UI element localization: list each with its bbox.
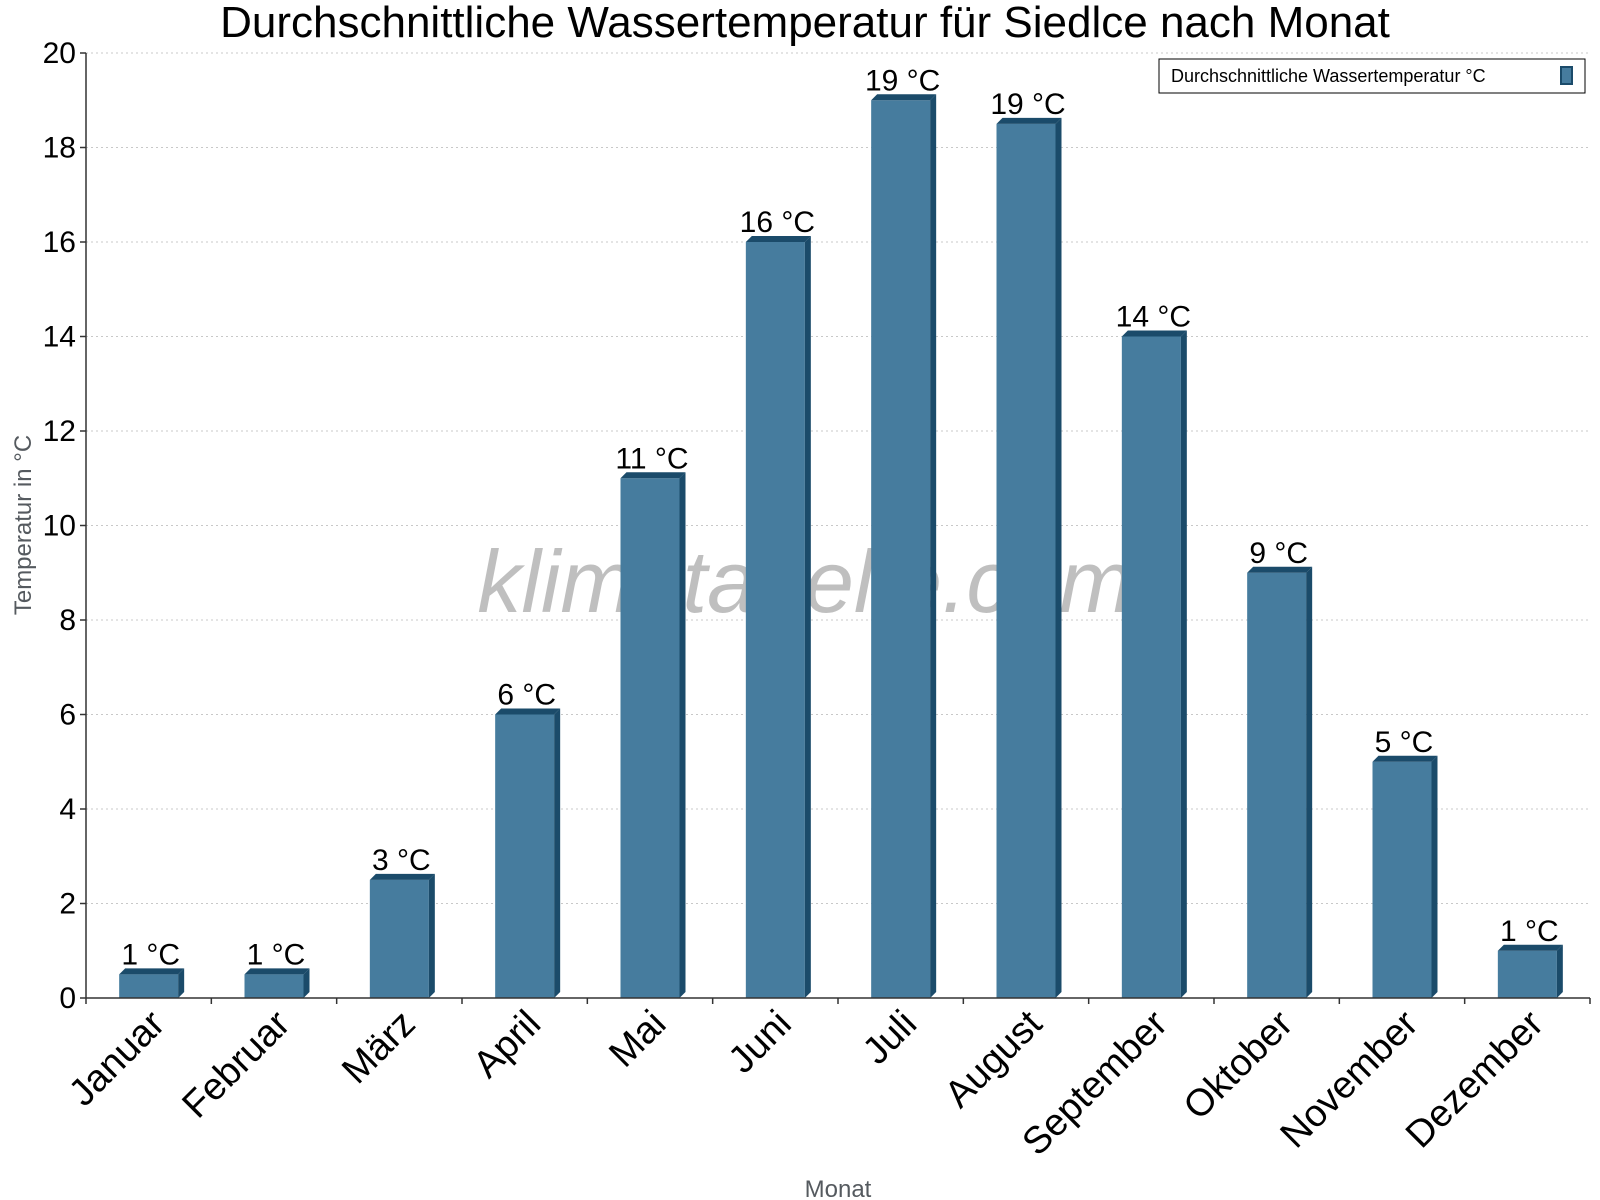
x-axis-label: Monat	[805, 1176, 872, 1200]
bar-front	[1497, 950, 1557, 998]
bar	[1497, 944, 1563, 998]
y-tick-label: 6	[59, 699, 76, 732]
y-tick-label: 2	[59, 888, 76, 921]
bar	[1247, 566, 1313, 998]
x-tick-label: Februar	[175, 1002, 299, 1126]
bar-side	[1180, 330, 1187, 998]
data-label: 6 °C	[497, 679, 556, 712]
bar-top	[369, 873, 435, 880]
bar	[1121, 330, 1187, 998]
y-tick-labels: 0 2 4 6 8 10 12 14 16 18 20	[43, 37, 76, 1015]
bar	[1372, 755, 1438, 998]
bar-top	[1497, 944, 1563, 951]
y-tick-label: 16	[43, 226, 76, 259]
x-tick-labels: Januar Februar März April Mai Juni Juli AugustS…	[61, 1002, 1552, 1163]
data-label: 19 °C	[990, 88, 1065, 121]
y-axis-label: Temperatur in °C	[10, 435, 37, 615]
bar-front	[244, 974, 304, 998]
y-tick-label: 14	[43, 321, 76, 354]
data-label: 1 °C	[121, 938, 180, 971]
data-label: 11 °C	[615, 442, 688, 475]
bar-front	[495, 714, 555, 998]
legend-swatch	[1560, 66, 1573, 85]
bar-side	[428, 873, 435, 998]
bar	[620, 472, 686, 998]
bar-top	[996, 117, 1062, 124]
data-label: 5 °C	[1375, 726, 1434, 759]
data-label: 14 °C	[1116, 301, 1191, 334]
data-label: 3 °C	[372, 844, 431, 877]
bar-side	[804, 236, 811, 998]
x-tick-label: Juni	[721, 1003, 800, 1082]
bar-front	[620, 478, 680, 998]
bar-side	[1306, 566, 1313, 998]
bar-side	[679, 472, 686, 998]
y-tick-label: 20	[43, 37, 76, 70]
data-labels: 1 °C 1 °C 3 °C 6 °C 11 °C 16 °C 19 °C 19 °C 14 °…	[121, 64, 1558, 971]
bar-top	[1372, 755, 1438, 762]
bar-side	[930, 94, 937, 998]
bar	[119, 968, 185, 998]
legend-box	[1158, 58, 1586, 94]
x-tick-label: Januar	[61, 1002, 173, 1114]
x-tick-label: Mai	[601, 1003, 674, 1076]
y-tick-label: 0	[59, 982, 76, 1015]
bar-top	[119, 968, 185, 975]
x-tick-label: März	[334, 1003, 423, 1092]
bar-front	[1372, 761, 1432, 998]
bar-front	[119, 974, 179, 998]
legend-label: Durchschnittliche Wassertemperatur °C	[1171, 66, 1486, 86]
bar	[495, 708, 561, 998]
bar-front	[745, 242, 805, 998]
y-tick-label: 12	[43, 415, 76, 448]
bar	[996, 117, 1062, 998]
bar-top	[620, 472, 686, 479]
bar-top	[745, 236, 811, 242]
y-tick-label: 10	[43, 510, 76, 543]
x-tick-label: Oktober	[1176, 1002, 1302, 1128]
axes	[80, 52, 1591, 1004]
bar-side	[178, 968, 185, 998]
bar-top	[244, 968, 310, 975]
data-label: 1 °C	[1500, 915, 1559, 948]
bar	[745, 236, 811, 998]
grid-lines	[86, 52, 1590, 904]
legend: Durchschnittliche Wassertemperatur °C	[1158, 58, 1586, 94]
y-tick-label: 8	[59, 604, 76, 637]
x-tick-label: Juli	[855, 1003, 925, 1073]
bar-top	[1247, 566, 1313, 573]
x-tick-label: Dezember	[1398, 1002, 1552, 1156]
bar-top	[1121, 330, 1187, 337]
bar-front	[1247, 572, 1307, 998]
bar	[244, 968, 310, 998]
x-tick-label: August	[937, 1002, 1051, 1116]
y-tick-label: 4	[59, 793, 76, 826]
bars	[119, 94, 1563, 998]
bar-front	[369, 879, 429, 998]
data-label: 9 °C	[1249, 537, 1308, 570]
bar-front	[1121, 336, 1181, 998]
data-label: 16 °C	[740, 206, 815, 239]
bar-side	[554, 708, 561, 998]
x-tick-label: April	[466, 1003, 549, 1086]
chart-title: Durchschnittliche Wassertemperatur für S…	[220, 0, 1390, 47]
data-label: 19 °C	[865, 64, 940, 97]
bar	[871, 94, 937, 998]
data-label: 1 °C	[247, 938, 306, 971]
bar-top	[495, 708, 561, 715]
y-tick-label: 18	[43, 132, 76, 165]
bar-side	[1431, 755, 1438, 998]
bar-front	[871, 100, 931, 998]
bar-side	[1556, 944, 1563, 998]
bar-side	[1055, 117, 1062, 998]
bar-top	[871, 94, 937, 101]
bar-side	[303, 968, 310, 998]
bar-front	[996, 123, 1056, 998]
bar	[369, 873, 435, 998]
